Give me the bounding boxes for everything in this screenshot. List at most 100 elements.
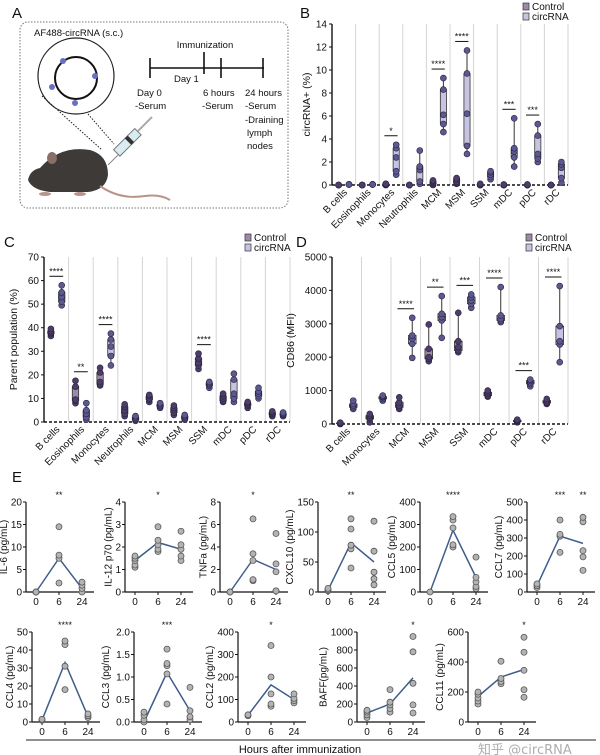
data-point: [425, 321, 433, 328]
y-tick-label: 0: [33, 418, 39, 429]
category-label: MCM: [387, 426, 412, 451]
category-label: MCM: [420, 187, 445, 212]
x-tick-label: 24: [407, 727, 419, 738]
data-point: [520, 666, 528, 674]
significance-label: ***: [162, 620, 173, 630]
y-tick-label: 6: [321, 112, 327, 123]
data-point: [409, 701, 417, 709]
data-point: [244, 398, 251, 406]
panel-a-schematic: AF488-circRNA (s.c.): [19, 21, 289, 209]
x-tick-label: 0: [475, 727, 481, 738]
data-point: [107, 352, 115, 360]
legend-label: Control: [254, 233, 286, 244]
y-tick-label: 2: [321, 158, 327, 169]
data-point: [230, 370, 238, 377]
y-tick-label: 0: [321, 420, 327, 431]
data-point: [395, 393, 403, 401]
chart-e-3: 0 5 10 15 20 IL-6 (pg/mL) 0 6 24 **: [0, 490, 94, 608]
data-point: [268, 408, 276, 415]
x-tick-label: 6: [164, 727, 170, 738]
legend-swatch-circrna: [522, 12, 530, 21]
y-tick-label: 100: [506, 570, 523, 581]
data-point: [177, 552, 185, 560]
timeline: [149, 52, 264, 78]
x-tick-label: 24: [184, 727, 196, 738]
category-label: rDC: [539, 426, 559, 446]
category-label: MSM: [444, 187, 468, 211]
data-point: [347, 564, 355, 572]
injection-label: AF488-circRNA (s.c.): [34, 28, 123, 39]
data-point: [107, 330, 115, 337]
mean-line: [536, 535, 584, 587]
data-point: [55, 523, 63, 531]
data-point: [449, 541, 457, 549]
y-axis-label: CCL7 (pg/mL): [494, 516, 505, 579]
category-label: MCM: [136, 424, 161, 449]
data-point: [579, 547, 587, 554]
x-tick-label: 6: [56, 597, 62, 608]
data-point: [55, 579, 63, 587]
y-tick-label: 20: [11, 498, 23, 509]
box-circrna: [439, 89, 447, 125]
data-point: [520, 693, 528, 701]
significance-label: *: [411, 620, 415, 630]
significance-label: ****: [399, 299, 414, 309]
data-point: [425, 353, 433, 361]
data-point: [426, 588, 434, 596]
data-point: [272, 587, 280, 595]
y-tick-label: 50: [17, 628, 29, 639]
data-point: [370, 581, 378, 589]
significance-label: ***: [555, 490, 566, 500]
data-point: [61, 686, 69, 693]
y-tick-label: 1.0: [116, 673, 130, 684]
y-tick-label: 400: [336, 682, 353, 693]
y-tick-label: 200: [336, 700, 353, 711]
y-tick-label: 8: [210, 498, 216, 509]
data-point: [463, 110, 471, 117]
data-point: [272, 530, 280, 537]
y-tick-label: 0: [347, 718, 353, 729]
data-point: [438, 310, 446, 318]
data-point: [524, 181, 531, 188]
mean-line: [143, 670, 191, 723]
y-tick-label: 2: [210, 565, 216, 576]
y-tick-label: 100: [217, 695, 234, 706]
h24-sample-serum: -Serum: [245, 101, 276, 112]
x-tick-label: 24: [270, 597, 282, 608]
data-point: [556, 282, 564, 290]
data-point: [463, 150, 471, 158]
y-tick-label: 20: [28, 370, 40, 381]
data-point: [454, 343, 462, 351]
data-point: [61, 637, 69, 645]
legend-label: circRNA: [535, 243, 572, 254]
data-point: [534, 132, 542, 139]
data-point: [83, 406, 90, 414]
y-tick-label: 200: [447, 688, 464, 699]
data-point: [526, 376, 534, 383]
y-tick-label: 400: [447, 658, 464, 669]
category-label: rDC: [263, 424, 283, 444]
x-tick-label: 6: [348, 597, 354, 608]
data-point: [409, 709, 417, 717]
data-point: [32, 588, 40, 596]
panel-label-d: D: [296, 234, 307, 251]
data-point: [425, 345, 433, 353]
data-point: [370, 575, 378, 583]
mean-line: [35, 556, 83, 593]
y-tick-label: 8: [321, 89, 327, 100]
data-point: [409, 679, 417, 687]
data-point: [579, 567, 587, 574]
y-tick-label: 0: [210, 588, 216, 599]
data-point: [408, 354, 416, 362]
x-tick-label: 6: [268, 727, 274, 738]
day1-label: Day 1: [174, 74, 199, 85]
circrna-zoom-icon: [37, 37, 115, 151]
significance-label: *: [251, 490, 255, 500]
data-point: [249, 550, 257, 558]
significance-label: *: [389, 126, 393, 136]
x-tick-label: 0: [534, 597, 540, 608]
